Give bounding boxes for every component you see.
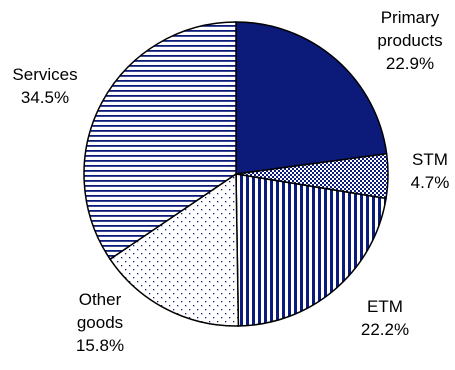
slice-value-label: 34.5%	[21, 88, 69, 107]
slice-name-label: products	[377, 31, 442, 50]
slice-label-other-goods: Other goods 15.8%	[76, 290, 124, 355]
slice-value-label: 15.8%	[76, 336, 124, 355]
slice-value-label: 4.7%	[411, 173, 450, 192]
slice-label-primary-products: Primary products 22.9%	[377, 8, 442, 73]
pie-slice-other-goods	[109, 172, 240, 327]
pie-slice-primary-products	[235, 21, 388, 175]
slice-name-label: Other	[79, 290, 122, 309]
slice-label-etm: ETM 22.2%	[361, 297, 409, 339]
pie-labels: Primary products 22.9% STM 4.7% ETM 22.2% Other…	[12, 8, 449, 355]
slice-name-label: STM	[412, 150, 448, 169]
pie-slice-services	[83, 21, 237, 261]
slice-label-services: Services 34.5%	[12, 65, 77, 107]
slice-name-label: goods	[77, 313, 123, 332]
pie-slice-etm	[235, 173, 387, 327]
pie-slices	[83, 21, 389, 327]
slice-name-label: Services	[12, 65, 77, 84]
slice-label-stm: STM 4.7%	[411, 150, 450, 192]
slice-name-label: Primary	[381, 8, 440, 27]
slice-value-label: 22.2%	[361, 320, 409, 339]
slice-value-label: 22.9%	[386, 54, 434, 73]
slice-name-label: ETM	[367, 297, 403, 316]
